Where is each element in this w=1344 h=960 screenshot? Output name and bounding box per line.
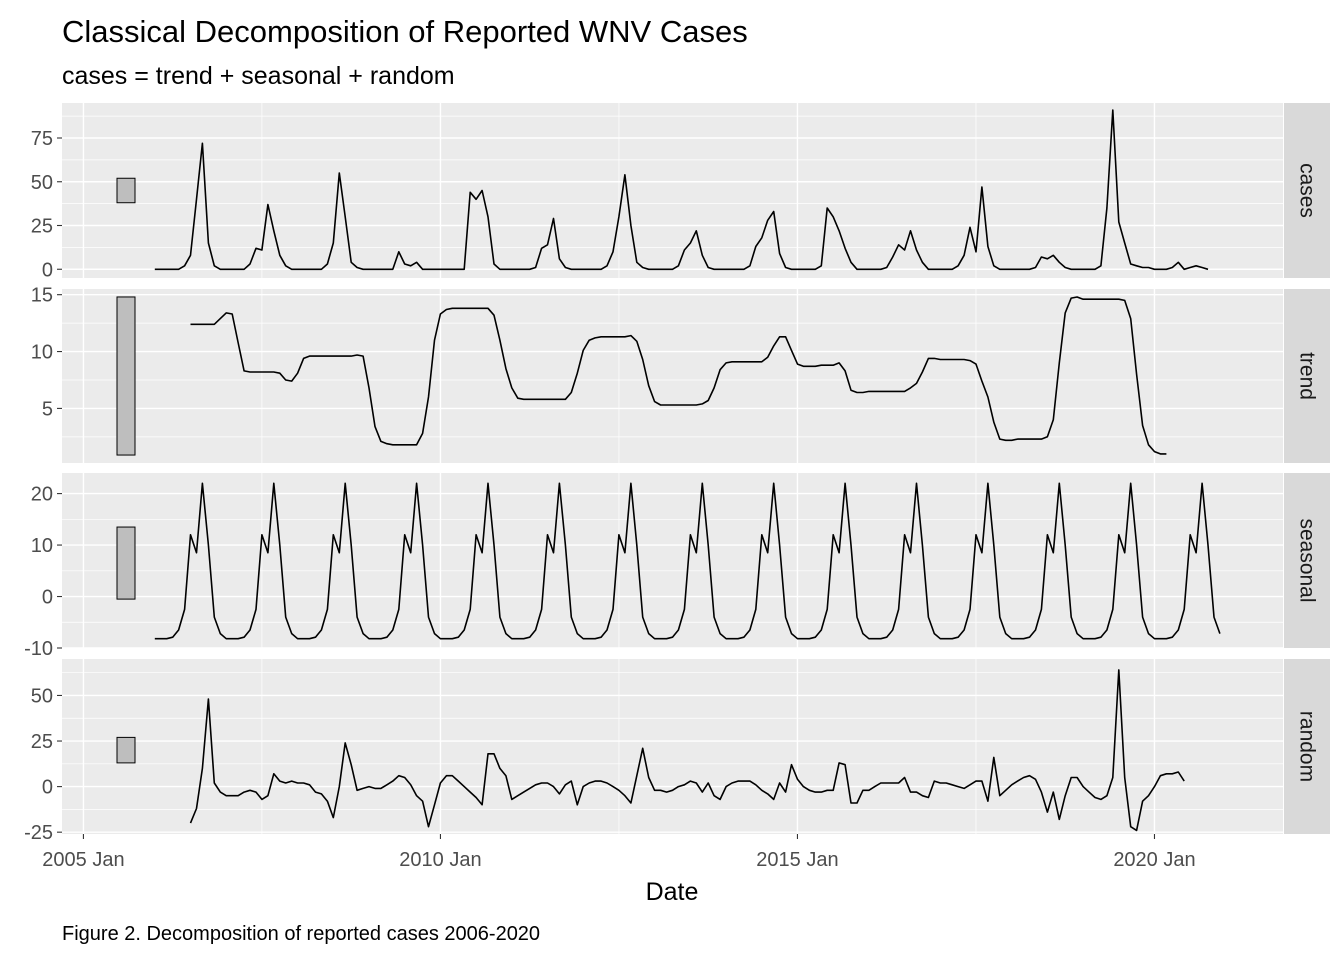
chart-subtitle: cases = trend + seasonal + random — [62, 62, 455, 90]
facet-strip — [1284, 659, 1330, 834]
y-tick-label: 10 — [31, 535, 53, 557]
y-tick-label: 20 — [31, 484, 53, 506]
y-tick-label: 25 — [31, 216, 53, 238]
scale-bar — [116, 296, 136, 456]
y-tick-label: 5 — [42, 398, 53, 420]
y-tick-label: 25 — [31, 731, 53, 753]
scale-bar — [116, 526, 136, 600]
y-tick-label: 0 — [42, 259, 53, 281]
facet-panels: 0 25 50 75 cases 5 10 15 trend -10 0 10 20 seasonal -2… — [24, 103, 1330, 844]
y-tick-label: 0 — [42, 587, 53, 609]
chart-caption: Figure 2. Decomposition of reported case… — [62, 923, 540, 945]
y-tick-label: 50 — [31, 172, 53, 194]
y-tick-label: -10 — [24, 638, 53, 660]
x-axis-title: Date — [646, 878, 699, 906]
y-tick-label: 75 — [31, 128, 53, 150]
panel-background — [62, 473, 1283, 648]
facet-strip — [1284, 473, 1330, 648]
panel-seasonal: -10 0 10 20 seasonal — [24, 473, 1330, 660]
x-axis: 2005 Jan 2010 Jan 2015 Jan 2020 Jan — [42, 834, 1196, 871]
y-tick-label: 0 — [42, 777, 53, 799]
series-line-cases — [154, 109, 1209, 271]
strip-label-cases: cases — [1296, 163, 1319, 218]
y-tick-label: 50 — [31, 685, 53, 707]
panel-trend: 5 10 15 trend — [31, 285, 1330, 463]
panel-background — [62, 103, 1283, 278]
series-line-seasonal — [154, 482, 1221, 640]
y-tick-label: 10 — [31, 342, 53, 364]
series-line-random — [189, 669, 1185, 832]
panel-background — [62, 289, 1283, 463]
strip-label-random: random — [1296, 711, 1319, 782]
facet-strip — [1284, 289, 1330, 463]
x-tick-label: 2015 Jan — [756, 849, 838, 871]
chart-title: Classical Decomposition of Reported WNV … — [62, 14, 748, 49]
strip-label-seasonal: seasonal — [1296, 518, 1319, 602]
scale-bar — [116, 736, 136, 764]
facet-strip — [1284, 103, 1330, 278]
x-tick-label: 2020 Jan — [1113, 849, 1195, 871]
scale-bar — [116, 177, 136, 204]
y-tick-label: 15 — [31, 285, 53, 307]
x-tick-label: 2010 Jan — [399, 849, 481, 871]
y-tick-label: -25 — [24, 822, 53, 844]
panel-random: -25 0 25 50 random — [24, 659, 1330, 844]
strip-label-trend: trend — [1296, 352, 1319, 400]
panel-background — [62, 659, 1283, 834]
series-line-trend — [190, 296, 1167, 455]
x-tick-label: 2005 Jan — [42, 849, 124, 871]
panel-cases: 0 25 50 75 cases — [31, 103, 1330, 281]
